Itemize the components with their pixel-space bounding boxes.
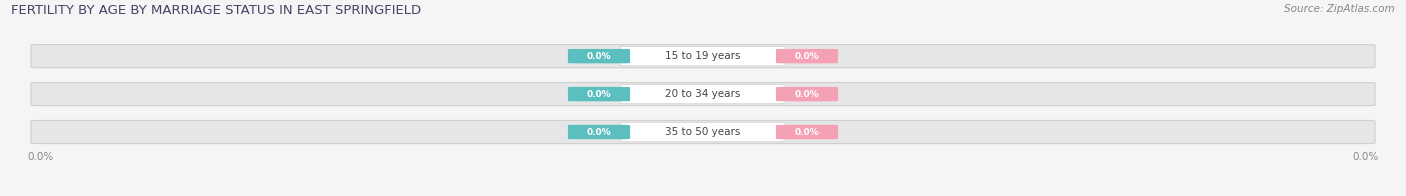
FancyBboxPatch shape bbox=[31, 83, 1375, 106]
FancyBboxPatch shape bbox=[568, 49, 630, 63]
FancyBboxPatch shape bbox=[776, 87, 838, 101]
FancyBboxPatch shape bbox=[776, 125, 838, 139]
Text: 0.0%: 0.0% bbox=[586, 52, 612, 61]
Text: Source: ZipAtlas.com: Source: ZipAtlas.com bbox=[1284, 4, 1395, 14]
FancyBboxPatch shape bbox=[620, 46, 786, 66]
Text: FERTILITY BY AGE BY MARRIAGE STATUS IN EAST SPRINGFIELD: FERTILITY BY AGE BY MARRIAGE STATUS IN E… bbox=[11, 4, 422, 17]
Text: 35 to 50 years: 35 to 50 years bbox=[665, 127, 741, 137]
Text: 0.0%: 0.0% bbox=[794, 90, 820, 99]
Text: 0.0%: 0.0% bbox=[28, 152, 53, 162]
FancyBboxPatch shape bbox=[31, 44, 1375, 68]
Text: 0.0%: 0.0% bbox=[586, 128, 612, 137]
FancyBboxPatch shape bbox=[568, 87, 630, 101]
Text: 20 to 34 years: 20 to 34 years bbox=[665, 89, 741, 99]
FancyBboxPatch shape bbox=[31, 121, 1375, 144]
Text: 0.0%: 0.0% bbox=[794, 52, 820, 61]
FancyBboxPatch shape bbox=[620, 84, 786, 104]
FancyBboxPatch shape bbox=[568, 125, 630, 139]
FancyBboxPatch shape bbox=[776, 49, 838, 63]
FancyBboxPatch shape bbox=[620, 122, 786, 142]
Text: 0.0%: 0.0% bbox=[1353, 152, 1378, 162]
Text: 0.0%: 0.0% bbox=[586, 90, 612, 99]
Text: 0.0%: 0.0% bbox=[794, 128, 820, 137]
Text: 15 to 19 years: 15 to 19 years bbox=[665, 51, 741, 61]
